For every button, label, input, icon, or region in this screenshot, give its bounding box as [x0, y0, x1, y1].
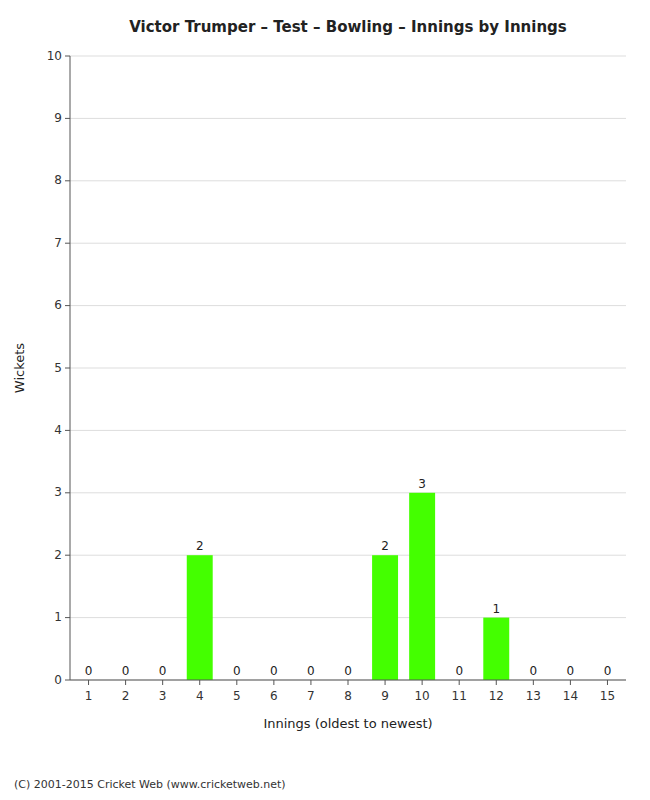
data-label: 0	[455, 664, 463, 678]
y-tick	[65, 180, 70, 181]
data-label: 0	[344, 664, 352, 678]
x-tick-label: 15	[600, 689, 615, 703]
y-tick	[65, 555, 70, 556]
x-tick-label: 4	[196, 689, 204, 703]
x-tick	[459, 680, 460, 685]
data-label: 0	[85, 664, 93, 678]
x-tick	[422, 680, 423, 685]
data-label: 3	[418, 477, 426, 491]
y-tick-label: 10	[47, 49, 62, 63]
x-tick-label: 5	[233, 689, 241, 703]
bar	[409, 493, 435, 680]
y-tick	[65, 680, 70, 681]
y-tick	[65, 118, 70, 119]
x-tick	[125, 680, 126, 685]
y-tick	[65, 492, 70, 493]
y-tick	[65, 56, 70, 57]
bar	[187, 555, 213, 680]
y-tick-label: 2	[54, 548, 62, 562]
bar	[372, 555, 398, 680]
data-label: 0	[307, 664, 315, 678]
x-tick	[88, 680, 89, 685]
title: Victor Trumper – Test – Bowling – Inning…	[129, 18, 567, 36]
data-label: 0	[159, 664, 167, 678]
x-tick	[607, 680, 608, 685]
x-tick-label: 9	[381, 689, 389, 703]
grid-line	[70, 368, 626, 369]
y-tick-label: 5	[54, 361, 62, 375]
grid-line	[70, 492, 626, 493]
y-tick	[65, 305, 70, 306]
x-tick-label: 11	[452, 689, 467, 703]
grid-line	[70, 180, 626, 181]
x-tick-label: 10	[414, 689, 429, 703]
grid-line	[70, 430, 626, 431]
data-label: 0	[270, 664, 278, 678]
data-labels: 0 0 0 2 0 0 0 0 2 3 0 1 0 0 0	[85, 477, 612, 678]
y-tick	[65, 617, 70, 618]
data-label: 2	[381, 539, 389, 553]
x-tick-label: 7	[307, 689, 315, 703]
y-tick	[65, 243, 70, 244]
grid-line	[70, 243, 626, 244]
x-tick-label: 12	[489, 689, 504, 703]
x-tick-label: 1	[85, 689, 93, 703]
x-tick	[533, 680, 534, 685]
x-tick	[199, 680, 200, 685]
x-tick-label: 14	[563, 689, 578, 703]
y-tick-label: 4	[54, 423, 62, 437]
x-tick-label: 3	[159, 689, 167, 703]
bars	[187, 493, 509, 680]
data-label: 0	[233, 664, 241, 678]
x-tick-label: 13	[526, 689, 541, 703]
y-tick-label: 7	[54, 236, 62, 250]
y-tick-label: 6	[54, 298, 62, 312]
y-tick-label: 1	[54, 610, 62, 624]
y-tick-label: 9	[54, 111, 62, 125]
y-tick	[65, 430, 70, 431]
x-tick-label: 6	[270, 689, 278, 703]
x-tick	[496, 680, 497, 685]
grid-line	[70, 305, 626, 306]
grid-line	[70, 118, 626, 119]
x-axis: 123456789101112131415	[85, 680, 615, 703]
x-tick	[348, 680, 349, 685]
x-tick	[310, 680, 311, 685]
y-tick-label: 8	[54, 173, 62, 187]
x-tick	[236, 680, 237, 685]
y-axis-line	[70, 56, 71, 680]
x-tick-label: 2	[122, 689, 130, 703]
chart-svg: 0123456789100002000023010001234567891011…	[0, 0, 650, 800]
y-axis: 012345678910	[47, 49, 626, 687]
y-tick-label: 0	[54, 673, 62, 687]
bar	[483, 618, 509, 680]
data-label: 2	[196, 539, 204, 553]
y-tick	[65, 368, 70, 369]
data-label: 0	[530, 664, 538, 678]
x-tick	[273, 680, 274, 685]
grid-line	[70, 617, 626, 618]
grid-line	[70, 56, 626, 57]
footnote: (C) 2001-2015 Cricket Web (www.cricketwe…	[14, 778, 286, 791]
x-tick	[385, 680, 386, 685]
data-label: 1	[492, 602, 500, 616]
data-label: 0	[567, 664, 575, 678]
x-tick	[570, 680, 571, 685]
chart-container: 0123456789100002000023010001234567891011…	[0, 0, 650, 800]
data-label: 0	[604, 664, 612, 678]
y-axis-label: Wickets	[12, 343, 27, 393]
y-tick-label: 3	[54, 485, 62, 499]
data-label: 0	[122, 664, 130, 678]
x-tick	[162, 680, 163, 685]
x-tick-label: 8	[344, 689, 352, 703]
grid-line	[70, 555, 626, 556]
x-axis-label: Innings (oldest to newest)	[263, 716, 432, 731]
